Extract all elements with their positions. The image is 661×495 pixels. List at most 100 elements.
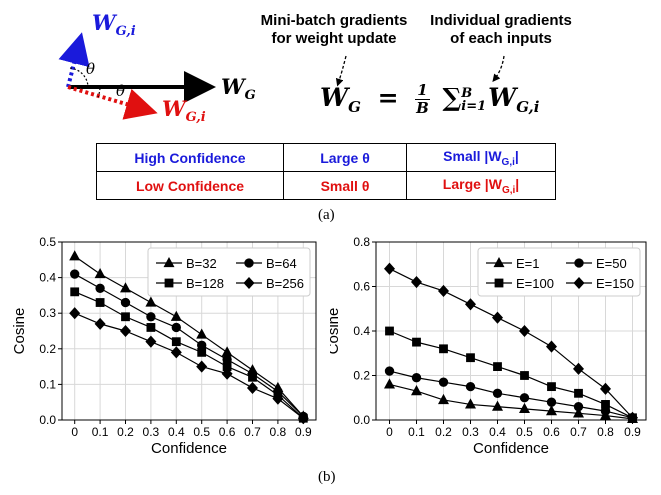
legend: B=32 B=64 B=128 B=256: [147, 247, 311, 297]
legend-label: E=100: [516, 276, 554, 291]
data-point: [547, 382, 556, 392]
x-tick-label: 0: [71, 425, 78, 439]
theta-arc-bottom: [97, 87, 101, 98]
data-point: [94, 267, 106, 279]
legend-marker: [494, 278, 504, 288]
legend-marker: [164, 278, 174, 288]
y-axis-label: Cosine: [11, 308, 28, 355]
legend-label: E=1: [516, 256, 540, 271]
data-point: [546, 405, 557, 416]
y-axis-label: Cosine: [330, 308, 342, 355]
x-tick-label: 0.4: [489, 425, 506, 439]
data-point: [170, 346, 182, 359]
legend-label: B=128: [186, 276, 224, 291]
x-tick-label: 0: [386, 425, 393, 439]
x-tick-label: 0.6: [543, 425, 560, 439]
x-axis-label: Confidence: [151, 440, 227, 457]
series-b64: [70, 269, 308, 422]
data-point: [297, 412, 309, 425]
data-point: [69, 307, 81, 320]
wgi-red-arrow: [67, 85, 158, 120]
data-point: [70, 269, 80, 279]
epoch-chart: 0 0.1 0.2 0.3 0.4 0.5 0.6 0.7 0.8 0.9 0.0 0.2 0.4 0.6…: [330, 235, 647, 457]
data-point: [94, 317, 106, 330]
y-tick-label: 0.0: [353, 413, 370, 427]
caption-a: (a): [318, 207, 335, 223]
table-row: Low Confidence Small θ Large |WG,i|: [96, 171, 556, 200]
data-point: [574, 388, 583, 398]
series-line: [74, 312, 304, 419]
legend-label: E=150: [596, 276, 634, 291]
header-pointer-arrows: [335, 55, 505, 87]
data-point: [465, 381, 476, 392]
data-point: [573, 362, 584, 375]
x-tick-label: 0.2: [435, 425, 452, 439]
data-point: [466, 353, 475, 363]
data-point: [221, 367, 233, 380]
x-tick-label: 0.6: [219, 425, 236, 439]
caption-b: (b): [318, 469, 336, 485]
x-tick-label: 0.7: [244, 425, 261, 439]
legend-label: B=64: [266, 256, 297, 271]
data-point: [493, 362, 502, 371]
x-tick-label: 0.4: [168, 425, 185, 439]
data-point: [546, 397, 557, 407]
y-tick-label: 0.5: [39, 235, 56, 249]
table-cell: Large |WG,i|: [406, 171, 556, 200]
x-tick-label: 0.1: [92, 425, 109, 439]
data-point: [197, 340, 207, 350]
data-point: [146, 323, 156, 332]
theta-top-label: θ: [86, 60, 96, 78]
x-tick-label: 0.3: [143, 425, 160, 439]
y-tick-label: 0.4: [39, 271, 56, 285]
legend-box: [147, 247, 311, 297]
data-point: [411, 385, 422, 396]
series-line: [74, 291, 304, 419]
data-point: [145, 335, 157, 348]
x-tick-label: 0.5: [516, 425, 533, 439]
data-point: [69, 250, 81, 261]
legend-label: B=32: [186, 256, 217, 271]
data-point: [120, 297, 131, 308]
legend-marker: [573, 276, 585, 290]
x-tick-label: 0.9: [295, 425, 312, 439]
series-b256: [69, 307, 309, 425]
y-tick-label: 0.1: [39, 377, 56, 391]
data-point: [196, 360, 208, 373]
data-point: [573, 401, 584, 412]
x-tick-label: 0.8: [270, 425, 287, 439]
x-tick-label: 0.5: [193, 425, 210, 439]
data-point: [438, 377, 449, 387]
y-tick-label: 0.8: [353, 235, 370, 249]
table-cell: Small θ: [283, 171, 407, 200]
mini-batch-header: Mini-batch gradients for weight update: [260, 12, 408, 47]
data-point: [385, 326, 394, 336]
data-point: [519, 393, 530, 403]
data-point: [171, 337, 181, 347]
table-cell: High Confidence: [96, 143, 284, 172]
table-cell: Large θ: [283, 143, 407, 172]
legend-marker: [243, 276, 255, 290]
x-tick-label: 0.8: [597, 425, 614, 439]
data-point: [438, 393, 449, 405]
wg-label: WG: [221, 74, 256, 104]
data-point: [121, 312, 130, 322]
series-line: [389, 370, 633, 419]
theta-arc-top: [69, 67, 89, 87]
data-point: [519, 324, 530, 338]
data-point: [146, 312, 156, 322]
data-point: [465, 398, 476, 409]
x-axis-label: Confidence: [473, 440, 549, 457]
data-point: [95, 283, 105, 293]
theta-bottom-label: θ: [116, 82, 126, 100]
data-point: [70, 287, 80, 297]
series-line: [74, 273, 304, 417]
data-point: [248, 372, 257, 382]
series-line: [389, 268, 633, 419]
series-line: [74, 255, 304, 417]
series-e50: [384, 366, 638, 423]
data-point: [120, 324, 131, 338]
y-tick-label: 0.2: [353, 369, 370, 383]
table-row: High Confidence Large θ Small |WG,i|: [96, 143, 556, 172]
